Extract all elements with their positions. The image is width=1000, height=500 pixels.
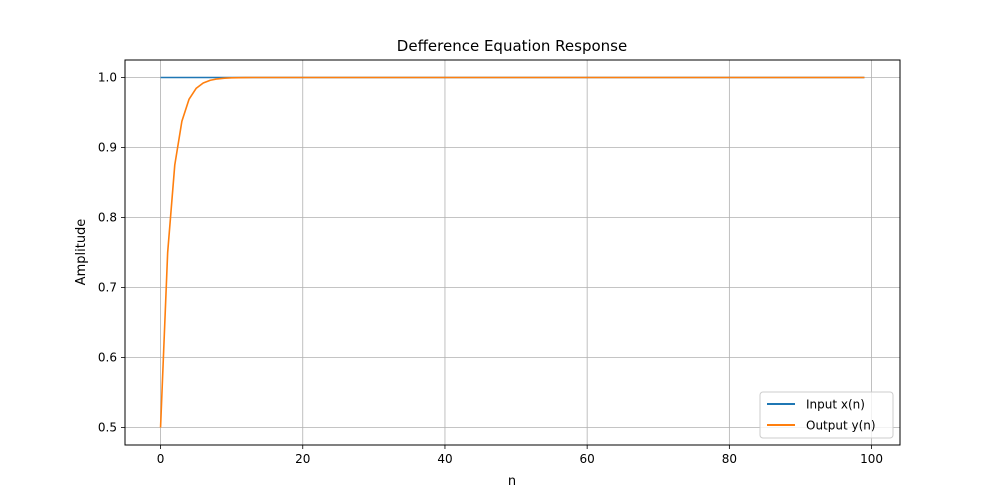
y-tick-label: 0.8 xyxy=(98,211,117,225)
y-tick-label: 0.5 xyxy=(98,421,117,435)
series-layer xyxy=(159,76,865,428)
series-line-output xyxy=(159,76,865,428)
y-tick-label: 0.9 xyxy=(98,141,117,155)
legend: Input x(n) Output y(n) xyxy=(759,391,894,439)
x-tick-label: 60 xyxy=(580,452,595,466)
plot-frame xyxy=(124,59,901,446)
x-tick-label: 100 xyxy=(860,452,883,466)
x-tick-label: 80 xyxy=(722,452,737,466)
y-axis-label: Amplitude xyxy=(74,219,89,286)
chart-title: Defference Equation Response xyxy=(397,37,627,55)
legend-label-output: Output y(n) xyxy=(806,419,876,433)
y-tick-label: 1.0 xyxy=(98,71,117,85)
x-tick-label: 40 xyxy=(437,452,452,466)
x-axis-label: n xyxy=(508,474,516,489)
legend-label-input: Input x(n) xyxy=(806,398,865,412)
y-tick-label: 0.7 xyxy=(98,281,117,295)
y-axis-ticks: 0.5 0.6 0.7 0.8 0.9 1.0 xyxy=(98,71,125,435)
x-tick-label: 20 xyxy=(295,452,310,466)
x-tick-label: 0 xyxy=(157,452,165,466)
x-axis-ticks: 0 20 40 60 80 100 xyxy=(157,445,883,466)
y-tick-label: 0.6 xyxy=(98,351,117,365)
